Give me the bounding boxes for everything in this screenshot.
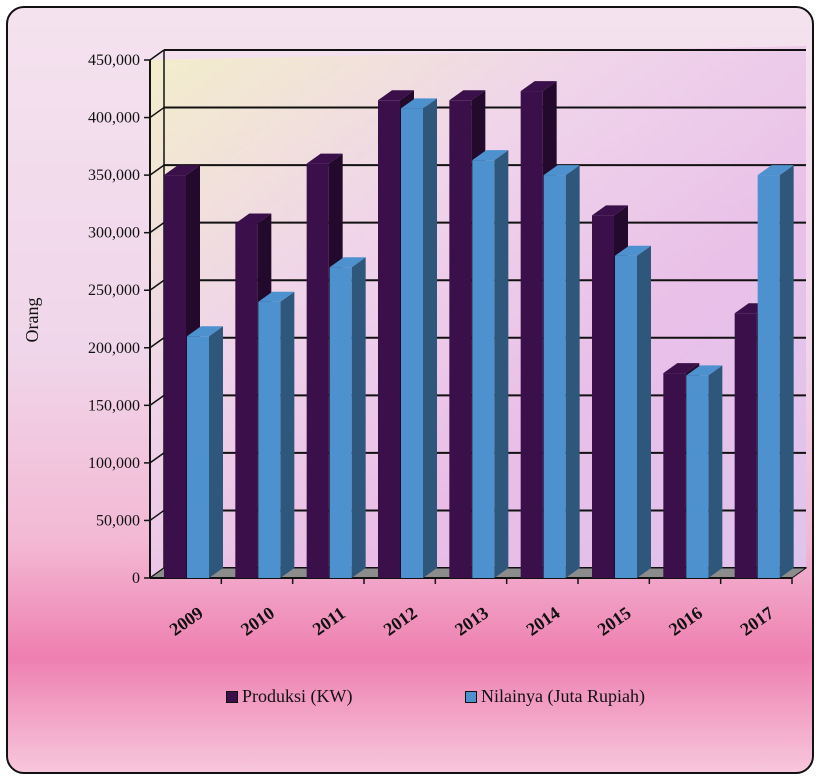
bar-side — [351, 257, 366, 578]
bar-top — [663, 363, 700, 374]
gridline-diagonal — [149, 452, 165, 464]
y-tick-label: 450,000 — [88, 52, 140, 69]
y-tick-label: 250,000 — [88, 282, 140, 299]
x-tick-label-2010: 2010 — [237, 603, 278, 640]
bar-top — [543, 165, 580, 176]
legend-item-nilainya: Nilainya (Juta Rupiah) — [465, 686, 645, 707]
x-tick-label-2011: 2011 — [309, 603, 349, 639]
bar-nilainya-2015 — [615, 245, 651, 578]
bar-nilainya-2014 — [543, 165, 580, 578]
legend: Produksi (KW) Nilainya (Juta Rupiah) — [0, 686, 820, 710]
bar-side — [708, 365, 723, 578]
y-tick-label: 0 — [132, 570, 140, 587]
bar-front — [757, 175, 780, 578]
y-tick-label: 200,000 — [88, 340, 140, 357]
bar-top — [306, 153, 343, 164]
bar-nilainya-2016 — [686, 365, 723, 578]
bar-front — [378, 100, 400, 579]
bar-nilainya-2009 — [187, 326, 223, 578]
bar-top — [187, 326, 223, 337]
y-axis-title: Orang — [22, 298, 42, 343]
bar-front — [663, 373, 686, 578]
bar-top — [329, 257, 366, 268]
y-tick-label: 100,000 — [88, 455, 140, 472]
bar-front — [329, 267, 352, 578]
x-tick-label-2014: 2014 — [522, 603, 563, 640]
bar-front — [520, 91, 543, 578]
bar-top — [164, 165, 200, 176]
bar-nilainya-2017 — [757, 165, 794, 578]
bar-side — [637, 245, 651, 578]
gridline-diagonal — [149, 279, 165, 291]
x-tick-label-2013: 2013 — [451, 603, 492, 640]
x-tick-label-2012: 2012 — [380, 603, 421, 640]
bar-nilainya-2013 — [472, 150, 509, 578]
bar-top — [592, 205, 628, 216]
legend-swatch-produksi — [226, 690, 238, 703]
y-tick-label: 150,000 — [88, 397, 140, 414]
bar-top — [401, 98, 437, 109]
y-tick-label: 50,000 — [96, 512, 140, 529]
bar-top — [686, 365, 723, 376]
bar-front — [592, 215, 614, 578]
bar-front — [734, 313, 757, 578]
bars — [164, 81, 794, 579]
bar-front — [164, 175, 186, 578]
y-tick-label: 400,000 — [88, 110, 140, 127]
bar-side — [209, 326, 223, 578]
bar-front — [306, 163, 329, 578]
legend-swatch-nilainya — [465, 690, 477, 703]
legend-label-produksi: Produksi (KW) — [242, 686, 353, 706]
bar-nilainya-2010 — [258, 291, 295, 578]
gridline-diagonal — [149, 49, 165, 61]
x-tick-label-2016: 2016 — [665, 603, 706, 640]
bar-front — [472, 160, 495, 578]
gridline-diagonal — [149, 222, 165, 234]
bar-top — [235, 213, 272, 224]
bar-top — [258, 291, 295, 302]
bar-front — [235, 223, 258, 579]
x-tick-label-2017: 2017 — [736, 603, 777, 640]
bar-front — [686, 375, 709, 578]
gridline-diagonal — [149, 337, 165, 349]
gridline-diagonal — [149, 394, 165, 406]
bar-nilainya-2011 — [329, 257, 366, 578]
gridline-diagonal — [149, 106, 165, 119]
x-tick-label-2015: 2015 — [594, 603, 635, 640]
bar-front — [449, 100, 472, 579]
x-tick-label-2009: 2009 — [166, 603, 207, 640]
bar-front — [401, 108, 423, 578]
bar-side — [779, 165, 794, 578]
gridline-diagonal — [149, 164, 165, 176]
bar-top — [378, 90, 414, 101]
y-tick-label: 300,000 — [88, 225, 140, 242]
bar-top — [615, 245, 651, 256]
bar-top — [449, 90, 486, 101]
bar-front — [543, 175, 566, 578]
bar-side — [423, 98, 437, 578]
bar-front — [258, 301, 281, 578]
gridline-diagonal — [149, 509, 165, 522]
bar-side — [565, 165, 580, 578]
bar-side — [280, 291, 295, 578]
bar-nilainya-2012 — [401, 98, 437, 578]
bar-front — [615, 255, 637, 578]
legend-item-produksi: Produksi (KW) — [226, 686, 353, 707]
bar-front — [187, 336, 209, 578]
legend-label-nilainya: Nilainya (Juta Rupiah) — [481, 686, 645, 706]
bar-top — [757, 165, 794, 176]
y-tick-label: 350,000 — [88, 167, 140, 184]
bar-side — [494, 150, 509, 578]
bar-top — [520, 81, 557, 92]
bar-top — [472, 150, 509, 161]
